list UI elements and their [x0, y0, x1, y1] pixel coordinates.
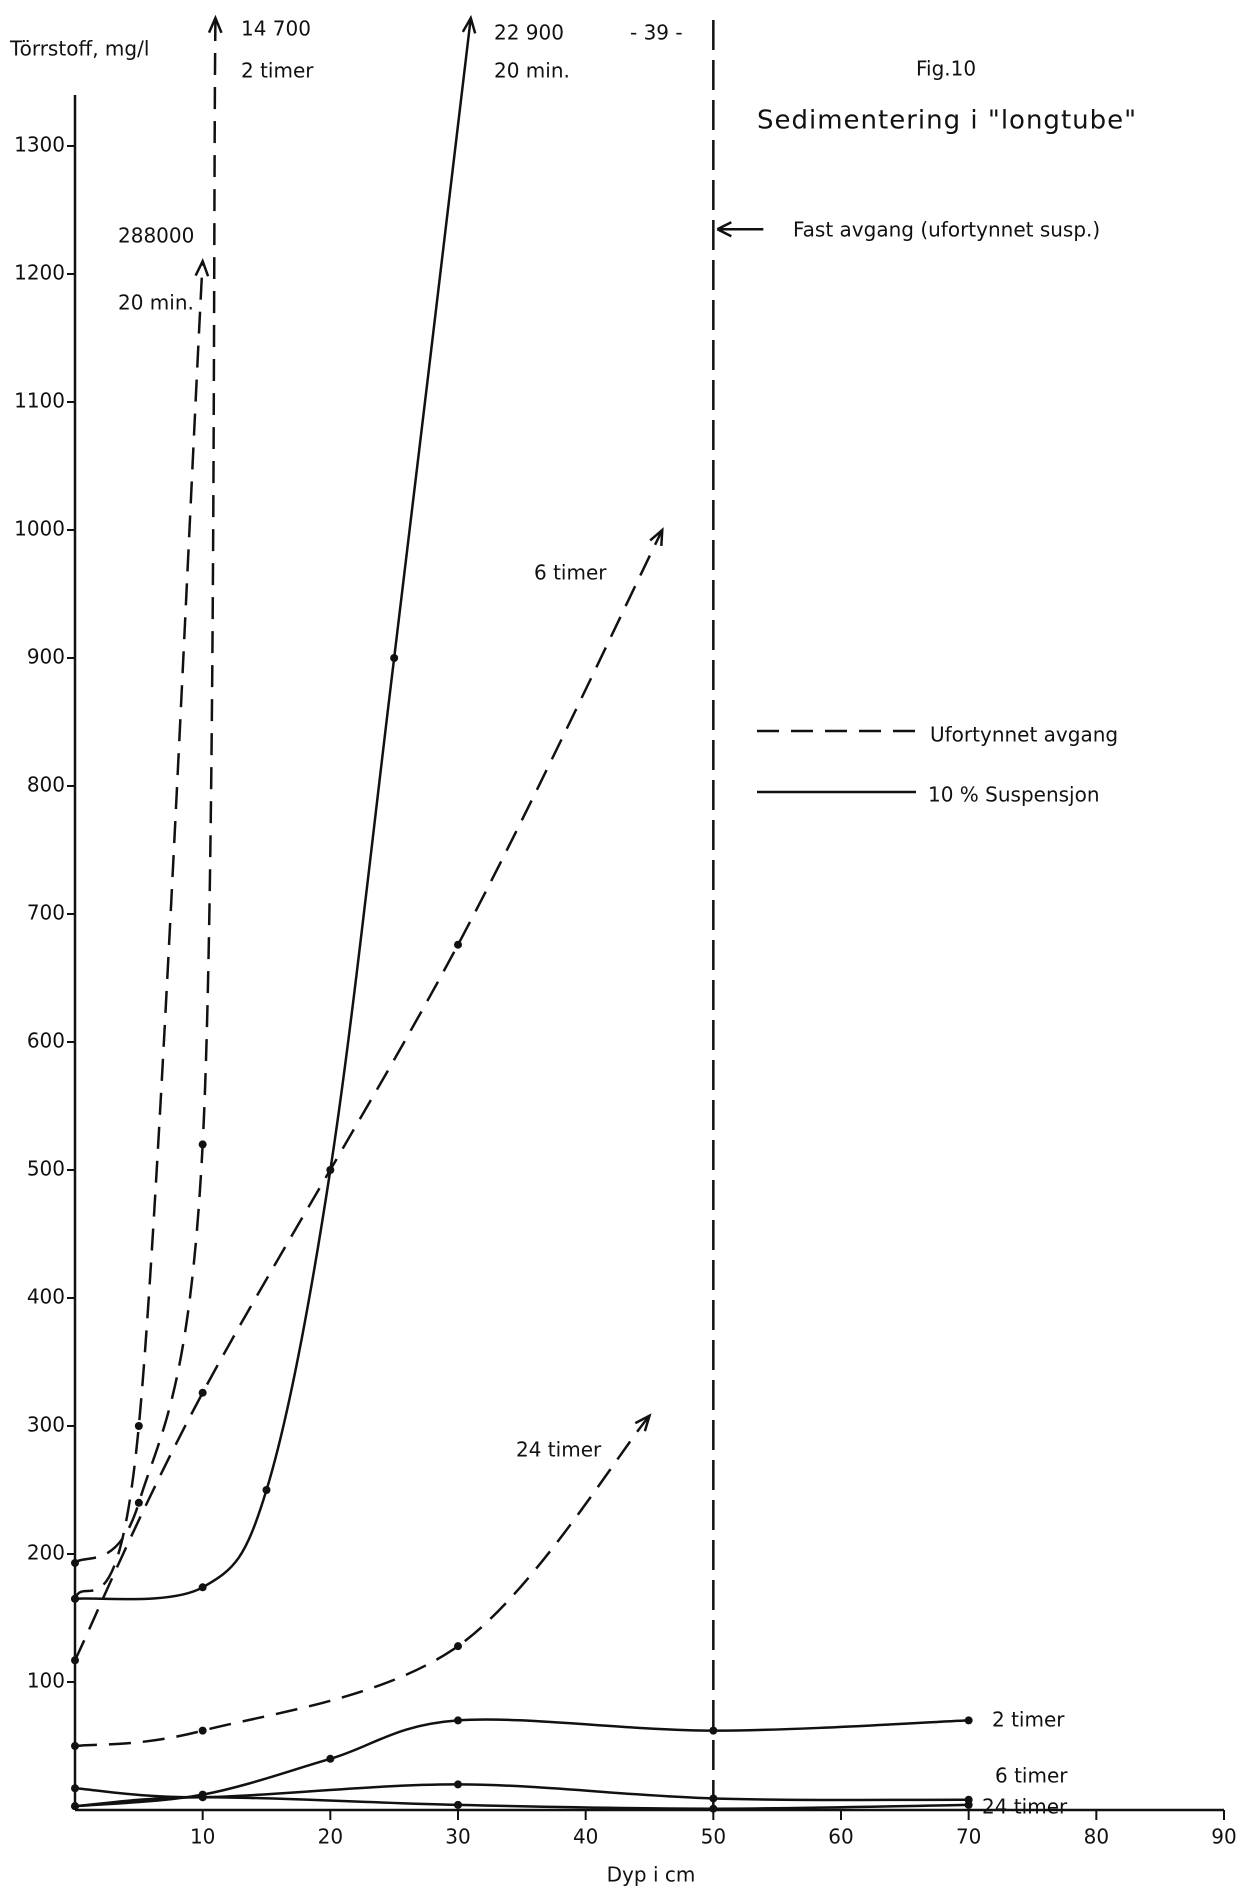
y-tick-label: 800	[27, 773, 65, 797]
data-point	[198, 1726, 207, 1735]
series-line	[74, 1414, 651, 1748]
data-point	[71, 1742, 79, 1750]
y-tick-label: 600	[27, 1029, 65, 1053]
data-point	[326, 1166, 335, 1174]
series-label: 20 min.	[494, 59, 570, 83]
data-point	[198, 1583, 207, 1592]
y-tick-label: 200	[27, 1541, 65, 1565]
x-tick-label: 80	[1084, 1825, 1109, 1849]
reference-arrow	[716, 221, 764, 238]
data-point	[134, 1422, 143, 1430]
data-point	[454, 1780, 462, 1789]
chart-title: Sedimentering i "longtube"	[757, 106, 1137, 136]
x-tick-label: 60	[828, 1825, 853, 1849]
figure-label: Fig.10	[916, 57, 976, 81]
data-point	[709, 1794, 718, 1803]
data-point	[454, 1716, 462, 1725]
y-axis-label: Törrstoff, mg/l	[9, 37, 149, 61]
data-point	[709, 1726, 718, 1735]
data-point	[709, 1804, 718, 1813]
series-label: 24 timer	[516, 1438, 602, 1462]
x-tick-label: 90	[1211, 1825, 1236, 1849]
y-tick-label: 1100	[14, 389, 65, 413]
data-point	[71, 1594, 79, 1603]
series-note: 14 700	[241, 17, 311, 41]
legend-label: 10 % Suspensjon	[928, 783, 1100, 807]
data-point	[454, 940, 462, 949]
data-point	[964, 1716, 973, 1725]
series-line	[73, 529, 664, 1661]
series-label: 6 timer	[534, 561, 607, 585]
series-label: 20 min.	[118, 291, 194, 315]
series-label: 6 timer	[995, 1764, 1068, 1788]
data-point	[71, 1656, 79, 1665]
series-note: 22 900	[494, 21, 564, 45]
y-tick-label: 700	[27, 901, 65, 925]
data-point	[326, 1754, 335, 1763]
x-tick-label: 30	[445, 1825, 470, 1849]
series-label: 24 timer	[982, 1795, 1068, 1819]
x-tick-label: 20	[318, 1825, 343, 1849]
series-arrow	[461, 14, 477, 34]
data-point	[71, 1558, 79, 1567]
data-point	[71, 1802, 79, 1811]
series-line	[74, 1795, 969, 1810]
series-line	[74, 17, 473, 1601]
series-arrow	[207, 14, 223, 34]
y-tick-label: 400	[27, 1285, 65, 1309]
series-arrow	[649, 527, 664, 547]
data-point	[198, 1140, 207, 1149]
y-tick-label: 900	[27, 645, 65, 669]
y-tick-label: 1200	[14, 261, 65, 285]
reference-label: Fast avgang (ufortynnet susp.)	[793, 218, 1100, 242]
x-axis-label: Dyp i cm	[607, 1863, 696, 1887]
data-point	[198, 1793, 207, 1802]
x-tick-label: 10	[190, 1825, 215, 1849]
page-number: - 39 -	[630, 21, 683, 45]
data-point	[198, 1388, 207, 1397]
series-line	[73, 261, 204, 1600]
data-point	[390, 654, 399, 662]
series-label: 2 timer	[241, 59, 314, 83]
y-tick-label: 300	[27, 1413, 65, 1437]
data-point	[454, 1800, 462, 1809]
data-point	[71, 1784, 79, 1793]
legend-label: Ufortynnet avgang	[930, 723, 1118, 747]
y-tick-label: 100	[27, 1669, 65, 1693]
series-arrow	[634, 1413, 652, 1432]
y-tick-label: 1000	[14, 517, 65, 541]
y-tick-label: 500	[27, 1157, 65, 1181]
series-label: 2 timer	[992, 1708, 1065, 1732]
x-tick-label: 40	[573, 1825, 598, 1849]
x-tick-label: 70	[956, 1825, 981, 1849]
data-point	[262, 1486, 271, 1494]
y-tick-label: 1300	[14, 133, 65, 157]
data-point	[134, 1498, 143, 1507]
x-tick-label: 50	[701, 1825, 726, 1849]
series-note: 288000	[118, 224, 194, 248]
data-point	[964, 1800, 973, 1809]
data-point	[454, 1642, 462, 1651]
series-line	[74, 1718, 969, 1808]
series-arrow	[194, 257, 210, 277]
